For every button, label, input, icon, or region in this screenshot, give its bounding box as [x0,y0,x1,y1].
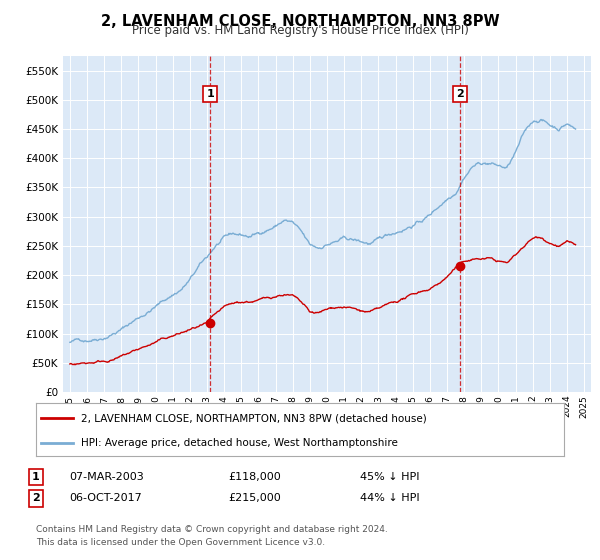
Text: £118,000: £118,000 [228,472,281,482]
Text: Price paid vs. HM Land Registry's House Price Index (HPI): Price paid vs. HM Land Registry's House … [131,24,469,36]
Text: 2, LAVENHAM CLOSE, NORTHAMPTON, NN3 8PW: 2, LAVENHAM CLOSE, NORTHAMPTON, NN3 8PW [101,14,499,29]
Text: 2, LAVENHAM CLOSE, NORTHAMPTON, NN3 8PW (detached house): 2, LAVENHAM CLOSE, NORTHAMPTON, NN3 8PW … [81,413,427,423]
Text: Contains HM Land Registry data © Crown copyright and database right 2024.: Contains HM Land Registry data © Crown c… [36,525,388,534]
Text: 06-OCT-2017: 06-OCT-2017 [69,493,142,503]
Text: HPI: Average price, detached house, West Northamptonshire: HPI: Average price, detached house, West… [81,438,398,448]
Text: 1: 1 [206,89,214,99]
Text: 07-MAR-2003: 07-MAR-2003 [69,472,144,482]
Text: 44% ↓ HPI: 44% ↓ HPI [360,493,419,503]
Text: 1: 1 [32,472,40,482]
Text: 2: 2 [32,493,40,503]
Text: 45% ↓ HPI: 45% ↓ HPI [360,472,419,482]
Text: £215,000: £215,000 [228,493,281,503]
Text: 2: 2 [456,89,464,99]
Text: This data is licensed under the Open Government Licence v3.0.: This data is licensed under the Open Gov… [36,538,325,547]
